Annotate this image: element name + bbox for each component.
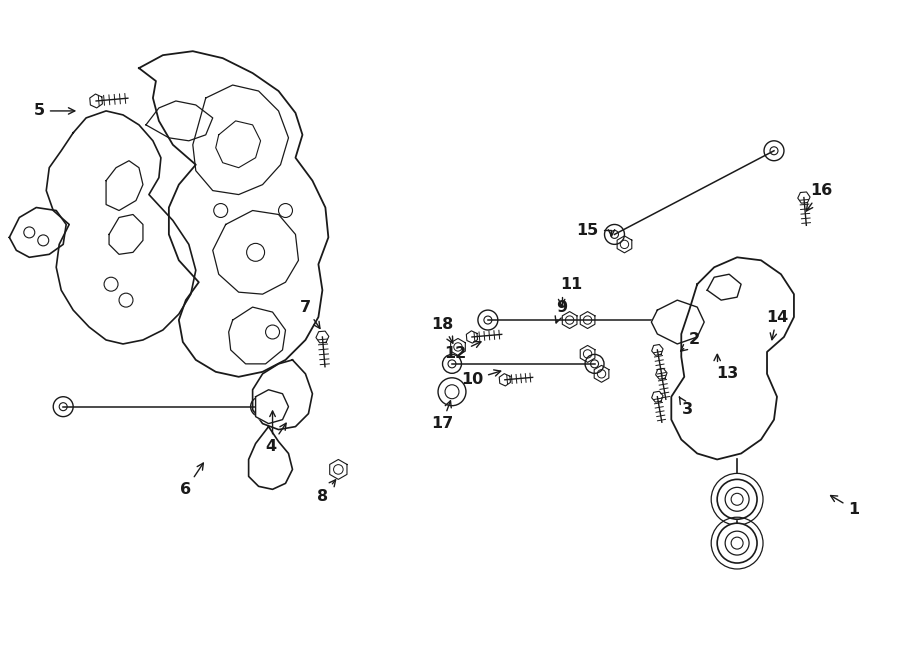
Text: 1: 1 xyxy=(831,496,860,517)
Text: 2: 2 xyxy=(680,332,700,351)
Circle shape xyxy=(707,340,767,400)
Text: 13: 13 xyxy=(714,354,738,381)
Text: 5: 5 xyxy=(33,103,75,118)
Text: 14: 14 xyxy=(766,310,788,340)
Polygon shape xyxy=(139,51,328,377)
Text: 10: 10 xyxy=(461,370,500,387)
Text: 17: 17 xyxy=(431,401,453,431)
Polygon shape xyxy=(707,274,741,300)
Text: 8: 8 xyxy=(317,480,336,504)
Polygon shape xyxy=(9,207,67,258)
Text: 6: 6 xyxy=(180,463,203,497)
Polygon shape xyxy=(248,426,292,489)
Polygon shape xyxy=(46,111,196,344)
Polygon shape xyxy=(253,360,312,430)
Polygon shape xyxy=(652,300,704,344)
Text: 16: 16 xyxy=(806,183,832,211)
Circle shape xyxy=(717,523,757,563)
Polygon shape xyxy=(256,390,289,424)
Text: 7: 7 xyxy=(300,300,320,328)
Text: 9: 9 xyxy=(555,300,567,323)
Text: 15: 15 xyxy=(576,223,615,238)
Circle shape xyxy=(717,479,757,519)
Polygon shape xyxy=(671,258,794,459)
Text: 12: 12 xyxy=(444,342,481,361)
Text: 11: 11 xyxy=(559,277,582,306)
Text: 3: 3 xyxy=(680,397,693,417)
Text: 18: 18 xyxy=(431,316,453,343)
Text: 4: 4 xyxy=(265,423,286,454)
